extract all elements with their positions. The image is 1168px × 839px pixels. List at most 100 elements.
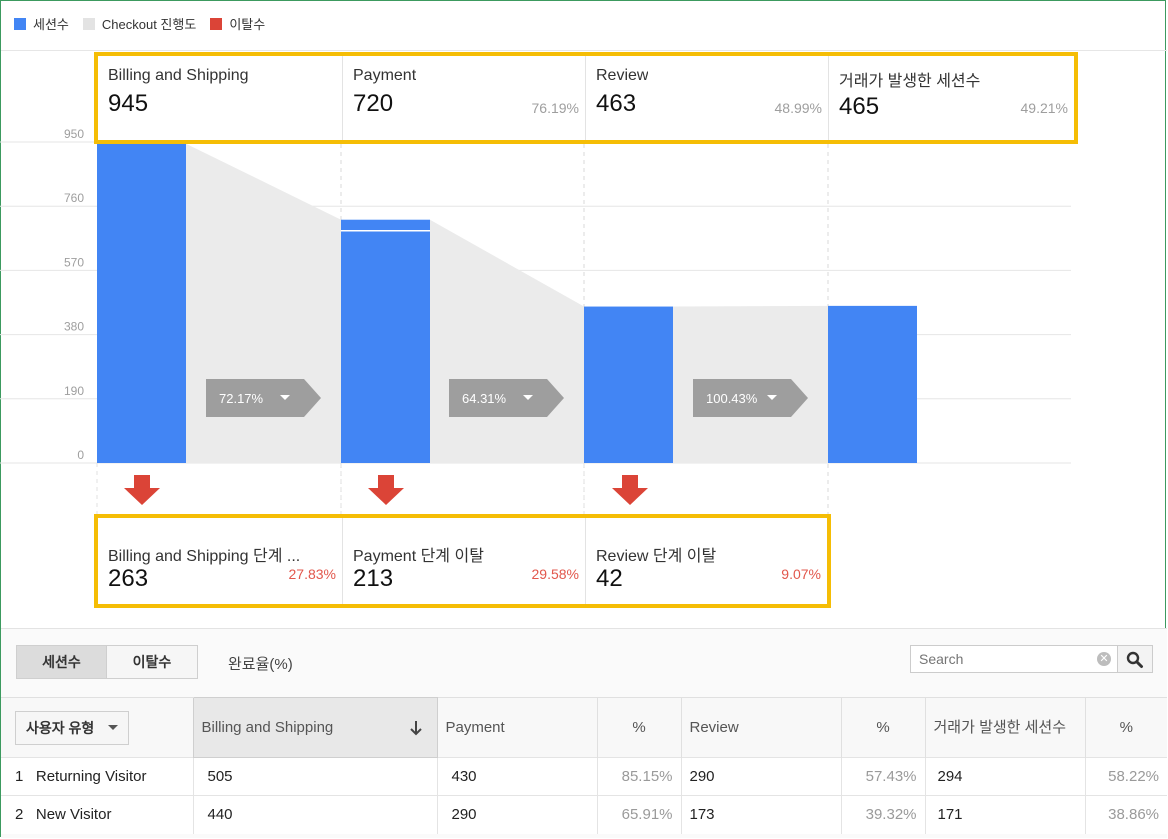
- row-dimension: 2 New Visitor: [1, 795, 193, 834]
- step-progress-pct: 49.21%: [1020, 100, 1068, 116]
- dropoff-pct: 9.07%: [781, 566, 821, 582]
- conversion-badge: [693, 379, 808, 417]
- column-header-billing[interactable]: Billing and Shipping: [192, 697, 438, 758]
- legend-progress: Checkout 진행도: [82, 14, 196, 33]
- legend-swatch-progress: [82, 17, 95, 30]
- dropoffs-tab-button[interactable]: 이탈수: [107, 645, 198, 679]
- legend-label-dropoff: 이탈수: [229, 17, 266, 32]
- bar-3: [584, 306, 673, 463]
- bar-1: [97, 143, 186, 463]
- bar-4: [828, 305, 917, 463]
- row-index: 2: [15, 806, 24, 824]
- progress-area: [430, 219, 584, 463]
- dimension-header: 사용자 유형: [1, 697, 193, 758]
- dimension-dropdown[interactable]: 사용자 유형: [15, 710, 130, 745]
- step-cell: Billing and Shipping 945: [98, 56, 343, 140]
- sort-down-arrow-icon: [409, 721, 422, 736]
- search-icon: [1126, 651, 1143, 668]
- sessions-tab-button[interactable]: 세션수: [16, 645, 107, 679]
- dropoff-summary-box: Billing and Shipping 단계 ... 263 27.83% P…: [94, 514, 831, 608]
- column-header-label: Billing and Shipping: [201, 719, 334, 736]
- funnel-table: 사용자 유형 Billing and Shipping Payment % Re…: [1, 697, 1167, 834]
- step-cell: Review 463 48.99%: [586, 56, 829, 140]
- conversion-rate-label: 100.43%: [706, 391, 758, 406]
- column-header-label: Review: [689, 719, 739, 736]
- cell-billing: 440: [192, 795, 437, 834]
- y-tick-label: 190: [64, 384, 84, 398]
- step-progress-pct: 76.19%: [531, 100, 579, 116]
- dropoff-arrow-icon: [124, 475, 160, 505]
- column-header-payment-pct[interactable]: %: [596, 697, 681, 758]
- bar-2: [341, 219, 430, 463]
- column-header-transactions[interactable]: 거래가 발생한 세션수: [924, 697, 1085, 758]
- column-header-review-pct[interactable]: %: [840, 697, 925, 758]
- cell-transactions-pct: 58.22%: [1084, 757, 1167, 796]
- cell-review-pct: 57.43%: [840, 757, 925, 796]
- column-header-payment[interactable]: Payment: [436, 697, 597, 758]
- funnel-chart: 950 760 570 380 190 0 72.17% 64.31% 100.43% Bill…: [0, 52, 1166, 627]
- row-index: 1: [15, 768, 24, 785]
- dropoff-cell: Review 단계 이탈 42 9.07%: [586, 518, 827, 604]
- completion-rate-link[interactable]: 완료율(%): [228, 656, 293, 673]
- cell-review: 173: [680, 795, 841, 834]
- table-header-row: 사용자 유형 Billing and Shipping Payment % Re…: [1, 697, 1167, 758]
- column-header-review[interactable]: Review: [680, 697, 841, 758]
- column-header-transactions-pct[interactable]: %: [1084, 697, 1167, 758]
- step-progress-pct: 48.99%: [774, 100, 822, 116]
- legend-sessions: 세션수: [14, 14, 69, 33]
- dropoff-name: Billing and Shipping 단계 ...: [108, 548, 301, 565]
- report-table-section: 세션수 이탈수 완료율(%) ✕ 사용자 유형 Billing and Ship…: [1, 628, 1167, 838]
- step-value: 463: [596, 90, 637, 117]
- dropoff-pct: 29.58%: [531, 566, 579, 582]
- y-tick-label: 950: [64, 127, 84, 141]
- dropoff-name: Review 단계 이탈: [596, 548, 717, 565]
- cell-payment-pct: 85.15%: [596, 757, 681, 796]
- clear-icon[interactable]: ✕: [1097, 652, 1111, 666]
- table-row: 1 Returning Visitor 505 430 85.15% 290 5…: [1, 757, 1167, 796]
- dropoff-arrow-icon: [368, 475, 404, 505]
- dropoff-value: 263: [108, 565, 149, 592]
- dropoff-name: Payment 단계 이탈: [353, 548, 484, 565]
- legend-dropoff: 이탈수: [210, 14, 265, 33]
- legend-swatch-sessions: [14, 17, 26, 30]
- row-dimension: 1 Returning Visitor: [1, 757, 193, 796]
- legend-label-sessions: 세션수: [33, 17, 69, 32]
- dropoff-value: 213: [353, 565, 394, 592]
- cell-payment: 290: [436, 795, 597, 834]
- cell-payment: 430: [436, 757, 597, 796]
- row-user-type[interactable]: New Visitor: [35, 806, 112, 824]
- chart-legend: 세션수 Checkout 진행도 이탈수: [14, 14, 279, 33]
- column-header-label: Payment: [445, 719, 505, 736]
- column-header-label: %: [632, 719, 646, 736]
- chevron-down-icon: [108, 725, 119, 730]
- cell-transactions: 171: [924, 795, 1085, 834]
- row-user-type[interactable]: Returning Visitor: [35, 768, 147, 785]
- dropoff-cell: Billing and Shipping 단계 ... 263 27.83%: [98, 518, 343, 604]
- metric-toggle: 세션수 이탈수: [16, 645, 198, 679]
- step-summary-box: Billing and Shipping 945 Payment 720 76.…: [94, 52, 1078, 144]
- column-header-label: %: [1119, 719, 1133, 736]
- cell-review-pct: 39.32%: [840, 795, 925, 834]
- dropoff-cell: Payment 단계 이탈 213 29.58%: [343, 518, 586, 604]
- cell-transactions: 294: [924, 757, 1085, 796]
- conversion-badge: [449, 379, 564, 417]
- step-value: 465: [839, 93, 880, 120]
- cell-transactions-pct: 38.86%: [1084, 795, 1167, 834]
- dropoff-value: 42: [596, 565, 623, 592]
- column-header-label: 거래가 발생한 세션수: [933, 718, 1067, 736]
- step-name: Billing and Shipping: [108, 67, 249, 84]
- y-tick-label: 570: [64, 255, 84, 269]
- table-row: 2 New Visitor 440 290 65.91% 173 39.32% …: [1, 795, 1167, 834]
- search-input[interactable]: [917, 646, 1091, 672]
- y-tick-label: 760: [64, 191, 84, 205]
- dimension-dropdown-label: 사용자 유형: [26, 719, 95, 736]
- step-name: Payment: [353, 67, 417, 84]
- chevron-down-icon: [767, 395, 777, 400]
- search-button[interactable]: [1117, 645, 1153, 673]
- conversion-rate-label: 64.31%: [462, 391, 507, 406]
- column-header-label: %: [876, 719, 890, 736]
- y-tick-label: 0: [77, 448, 84, 462]
- legend-divider: [1, 50, 1167, 51]
- conversion-badge: [206, 379, 321, 417]
- cell-review: 290: [680, 757, 841, 796]
